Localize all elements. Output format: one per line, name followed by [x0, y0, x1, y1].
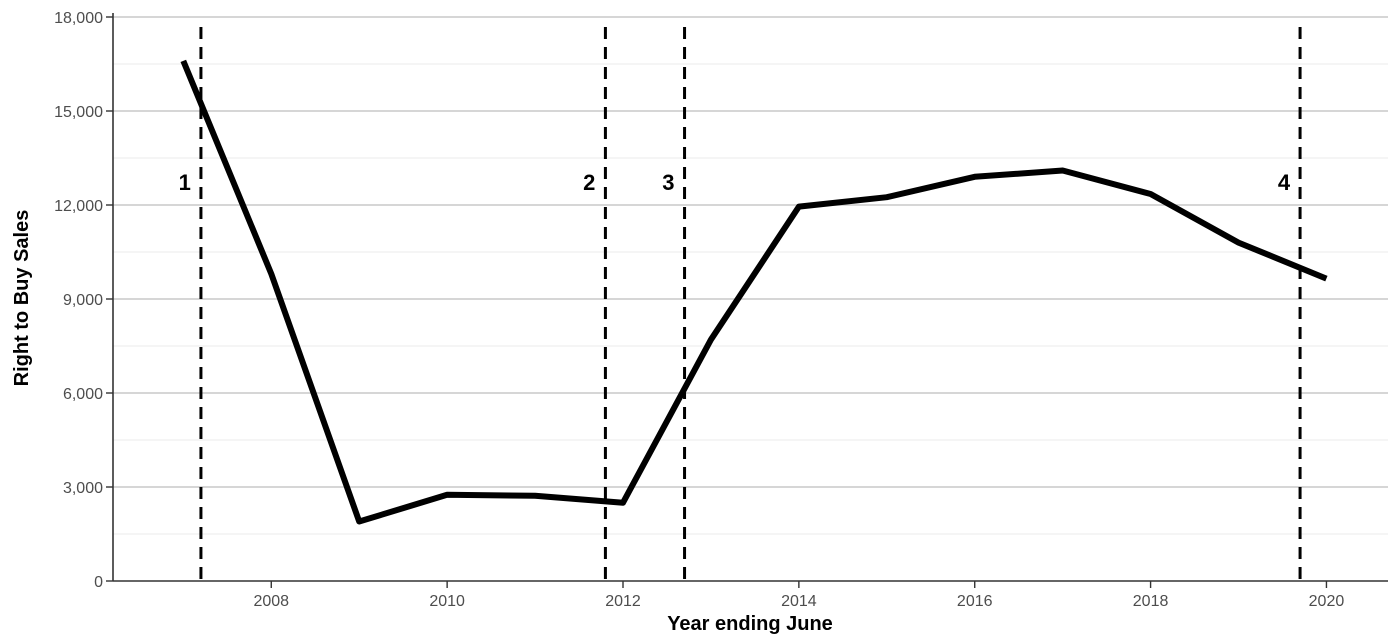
series-line-0: [183, 61, 1326, 522]
series-layer: [183, 61, 1326, 522]
y-tick-label: 6,000: [63, 386, 103, 403]
y-tick-label: 9,000: [63, 292, 103, 309]
x-tick-label: 2008: [253, 593, 289, 610]
x-tick-label: 2012: [605, 593, 641, 610]
y-tick-label: 3,000: [63, 480, 103, 497]
event-label-4: 4: [1278, 170, 1291, 195]
event-label-3: 3: [662, 170, 674, 195]
x-tick-label: 2010: [429, 593, 465, 610]
event-label-1: 1: [179, 170, 191, 195]
label-layer: 0 3,000 6,000 9,000 12,000 15,000 18,000 2008 20…: [54, 10, 1344, 610]
event-layer: [201, 27, 1300, 581]
x-tick-label: 2020: [1309, 593, 1345, 610]
y-tick-label: 0: [94, 574, 103, 591]
y-tick-label: 18,000: [54, 10, 103, 27]
x-tick-label: 2016: [957, 593, 993, 610]
y-axis-title: Right to Buy Sales: [11, 210, 33, 387]
y-tick-label: 15,000: [54, 104, 103, 121]
y-tick-label: 12,000: [54, 198, 103, 215]
axis-layer: [106, 13, 1388, 588]
x-tick-label: 2018: [1133, 593, 1169, 610]
x-tick-label: 2014: [781, 593, 817, 610]
event-label-2: 2: [583, 170, 595, 195]
x-axis-title: Year ending June: [667, 613, 833, 635]
